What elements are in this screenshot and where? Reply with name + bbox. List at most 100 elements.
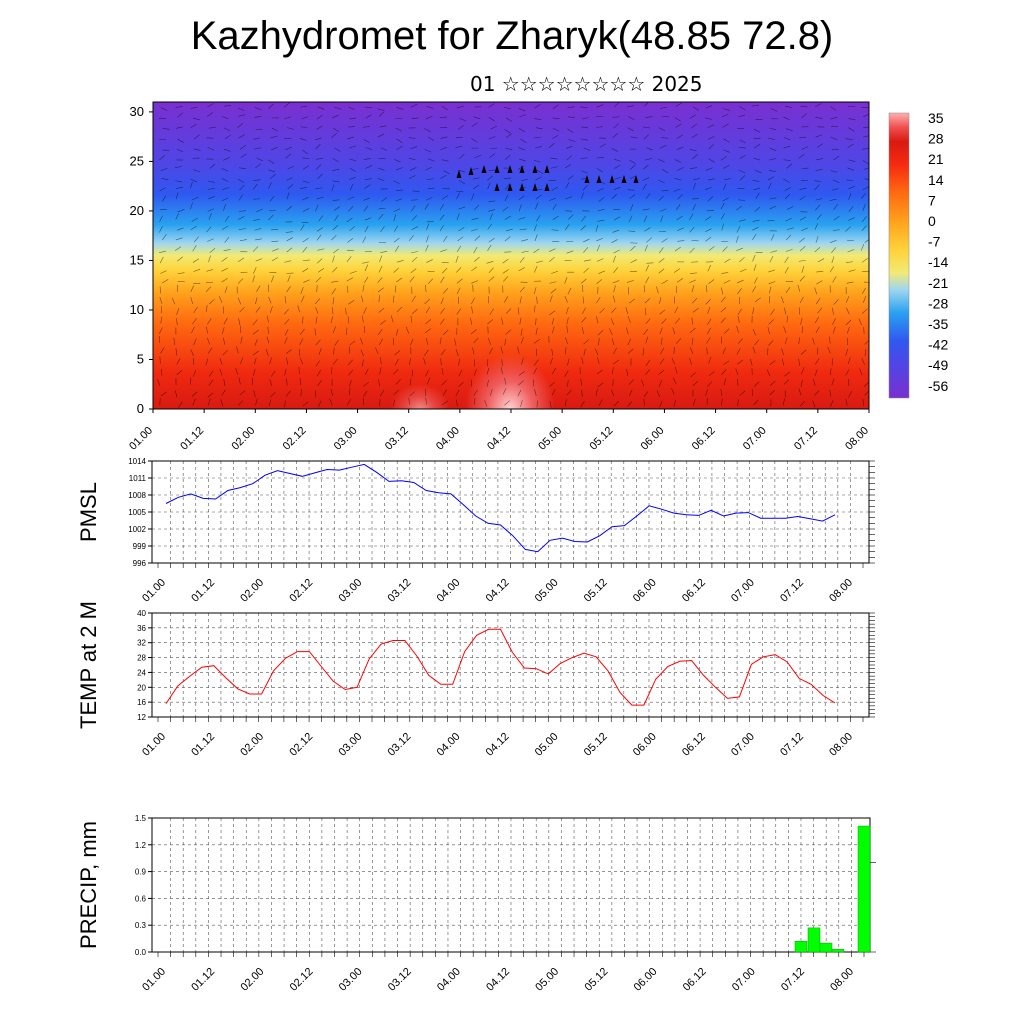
x-tick-label: 06.00 <box>639 425 667 453</box>
y-tick-label: 1011 <box>129 474 147 483</box>
y-tick-label: 996 <box>133 559 147 568</box>
x-tick-label: 08.00 <box>843 425 871 453</box>
flag-marker <box>519 183 525 191</box>
grid <box>152 612 869 718</box>
x-tick-label: 01.12 <box>189 966 217 994</box>
x-tick-label: 03.00 <box>336 577 364 605</box>
flag-marker <box>468 167 474 175</box>
x-tick-label: 07.00 <box>730 966 758 994</box>
precip-bar <box>819 942 833 953</box>
x-tick-label: 02.00 <box>229 425 257 453</box>
colorbar-label: -14 <box>928 254 948 270</box>
grid <box>152 460 869 564</box>
flag-marker <box>584 175 590 183</box>
y-tick-label: 0.9 <box>135 868 147 877</box>
warm-core-blob <box>390 384 450 409</box>
x-tick-label: 05.00 <box>533 966 561 994</box>
x-tick-label: 05.12 <box>582 731 610 759</box>
x-tick-label: 07.00 <box>741 425 769 453</box>
colorbar-label: -35 <box>928 316 948 332</box>
y-tick-label: 24 <box>137 668 146 677</box>
x-tick-label: 03.12 <box>386 731 414 759</box>
x-tick-label: 06.12 <box>680 731 708 759</box>
y-tick-label: 16 <box>137 698 146 707</box>
flag-marker <box>532 165 538 173</box>
colorbar-label: 21 <box>928 151 944 167</box>
x-tick-label: 01.00 <box>140 577 168 605</box>
y-tick-label: 36 <box>137 624 146 633</box>
x-tick-label: 08.00 <box>827 577 855 605</box>
colorbar-label: -7 <box>928 234 941 250</box>
y-tick-label: 1002 <box>128 525 146 534</box>
y-tick-label: 1005 <box>128 508 146 517</box>
precip-bar <box>807 927 821 953</box>
y-axis-label: PRECIP, mm <box>76 821 101 949</box>
colorbar-label: 7 <box>928 192 936 208</box>
flag-markers <box>456 165 639 191</box>
x-tick-label: 01.12 <box>189 577 217 605</box>
y-tick-label: 25 <box>130 153 144 168</box>
x-tick-label: 03.12 <box>386 966 414 994</box>
colorbar-label: 14 <box>928 172 944 188</box>
flag-marker <box>494 183 500 191</box>
x-tick-label: 02.00 <box>238 577 266 605</box>
x-tick-label: 02.12 <box>288 966 316 994</box>
y-tick-label: 0.0 <box>135 948 147 957</box>
x-tick-label: 03.00 <box>337 966 365 994</box>
x-tick-label: 06.12 <box>680 577 708 605</box>
chart-subtitle: 01 ☆☆☆☆☆☆☆☆ 2025 <box>470 72 703 96</box>
x-tick-label: 05.00 <box>533 731 561 759</box>
y-tick-label: 1008 <box>128 491 146 500</box>
flag-marker <box>596 175 602 183</box>
panel-frame <box>151 612 870 718</box>
wind-barbs <box>157 102 869 408</box>
y-axis-label: TEMP at 2 M <box>76 601 101 729</box>
temp-series-line <box>165 628 836 706</box>
x-tick-label: 02.00 <box>238 966 266 994</box>
x-tick-label: 01.12 <box>178 425 206 453</box>
y-tick-label: 0.6 <box>135 894 147 903</box>
flag-marker <box>609 175 615 183</box>
x-tick-label: 05.00 <box>536 425 564 453</box>
x-tick-label: 03.12 <box>386 577 414 605</box>
colorbar-label: -42 <box>928 337 948 353</box>
x-tick-label: 08.00 <box>827 731 855 759</box>
x-tick-label: 07.12 <box>792 425 820 453</box>
x-tick-label: 07.12 <box>778 577 806 605</box>
flag-marker <box>456 170 462 178</box>
x-tick-label: 05.12 <box>587 425 615 453</box>
flag-marker <box>532 183 538 191</box>
y-tick-label: 15 <box>130 252 144 267</box>
x-tick-label: 02.12 <box>287 577 315 605</box>
flag-marker <box>507 165 513 173</box>
colorbar-label: -21 <box>928 275 948 291</box>
x-tick-label: 06.12 <box>681 966 709 994</box>
y-tick-label: 5 <box>137 351 144 366</box>
x-tick-label: 07.00 <box>729 731 757 759</box>
pmsl-series-line <box>165 463 836 553</box>
y-tick-label: 20 <box>130 203 144 218</box>
x-tick-label: 04.12 <box>484 577 512 605</box>
grid <box>152 817 870 953</box>
colorbar-label: 0 <box>928 213 936 229</box>
x-tick-label: 06.00 <box>632 966 660 994</box>
y-tick-label: 1.5 <box>135 814 147 823</box>
y-tick-label: 28 <box>137 654 146 663</box>
precip-bar <box>831 949 845 953</box>
x-tick-label: 02.12 <box>281 425 309 453</box>
x-tick-label: 01.00 <box>140 966 168 994</box>
x-tick-label: 01.00 <box>127 425 155 453</box>
x-tick-label: 04.12 <box>484 966 512 994</box>
colorbar-label: 28 <box>928 131 944 147</box>
colorbar-label: -49 <box>928 357 948 373</box>
y-tick-label: 20 <box>137 683 146 692</box>
colorbar-label: -28 <box>928 295 948 311</box>
y-tick-label: 1014 <box>128 457 146 466</box>
x-tick-label: 03.00 <box>336 731 364 759</box>
x-tick-label: 02.12 <box>287 731 315 759</box>
x-tick-label: 07.12 <box>779 966 807 994</box>
y-tick-label: 32 <box>137 639 146 648</box>
colorbar-label: 35 <box>928 110 944 126</box>
x-tick-label: 04.00 <box>435 966 463 994</box>
